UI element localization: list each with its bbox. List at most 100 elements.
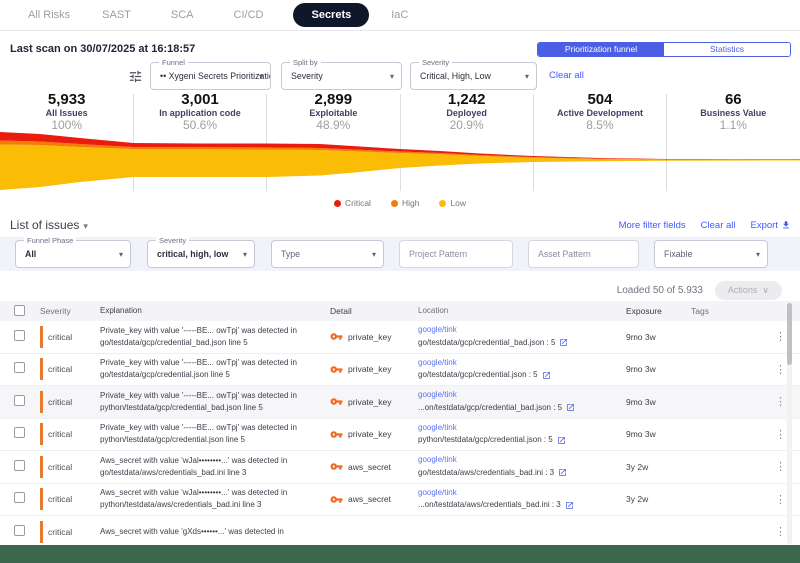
tab-all-risks[interactable]: All Risks (28, 9, 71, 21)
critical-dot-icon (333, 199, 341, 207)
external-link-icon[interactable] (557, 436, 566, 445)
external-link-icon[interactable] (559, 338, 568, 347)
loaded-count-text: Loaded 50 of 5.933 (616, 284, 703, 296)
column-exposure[interactable]: Exposure (626, 306, 662, 316)
row-menu-button[interactable]: ⋮ (775, 331, 786, 344)
external-link-icon[interactable] (566, 403, 575, 412)
column-severity[interactable]: Severity (40, 306, 71, 316)
row-checkbox[interactable] (14, 362, 25, 374)
column-detail[interactable]: Detail (330, 306, 352, 316)
stage-divider (666, 94, 667, 191)
repo-link[interactable]: google/tink (418, 357, 457, 367)
external-link-icon[interactable] (542, 371, 551, 380)
tab-sca[interactable]: SCA (170, 9, 194, 21)
statistics-toggle[interactable]: Statistics (664, 42, 790, 56)
clear-all-list-filters-link[interactable]: Clear all (700, 219, 736, 231)
funnel-phase-select[interactable]: Funnel Phase All ▾ (15, 236, 131, 268)
row-checkbox[interactable] (14, 524, 25, 536)
select-all-checkbox[interactable] (14, 304, 25, 316)
row-menu-button[interactable]: ⋮ (775, 363, 786, 376)
detail-cell: private_key (330, 395, 418, 408)
checkbox-cell (0, 393, 40, 411)
row-checkbox[interactable] (14, 329, 25, 341)
scrollbar-thumb[interactable] (787, 303, 792, 365)
table-row[interactable]: critical Aws_secret with value 'gXds••••… (0, 516, 800, 545)
severity-cell: critical (40, 520, 100, 543)
row-checkbox[interactable] (14, 459, 25, 471)
download-icon (783, 221, 789, 229)
table-row[interactable]: critical Private_key with value '-----BE… (0, 418, 800, 451)
severity-bar (40, 488, 43, 511)
chevron-down-icon: ▾ (258, 72, 263, 81)
more-filter-fields-link[interactable]: More filter fields (618, 219, 686, 231)
table-row[interactable]: critical Aws_secret with value 'wJal••••… (0, 451, 800, 484)
checkbox-cell (0, 360, 40, 378)
funnel-layer-low (0, 144, 800, 190)
split-by-select[interactable]: Split by Severity ▾ (281, 58, 402, 90)
detail-cell: aws_secret (330, 460, 418, 473)
severity-select[interactable]: Severity Critical, High, Low ▾ (410, 58, 537, 90)
row-checkbox[interactable] (14, 492, 25, 504)
funnel-phase-value: All (25, 249, 37, 259)
table-header: Severity Explanation Detail Location Exp… (0, 301, 800, 321)
repo-link[interactable]: google/tink (418, 390, 457, 400)
repo-link[interactable]: google/tink (418, 325, 457, 335)
row-menu-button[interactable]: ⋮ (775, 526, 786, 539)
external-link-icon[interactable] (565, 501, 574, 510)
row-menu-button[interactable]: ⋮ (775, 461, 786, 474)
detail-type-label: private_key (348, 429, 392, 440)
list-severity-select[interactable]: Severity critical, high, low ▾ (147, 236, 255, 268)
stat-business-value: 66 Business Value 1.1% (667, 92, 800, 132)
row-menu-button[interactable]: ⋮ (775, 493, 786, 506)
stat-pct: 20.9% (449, 118, 484, 132)
actions-button[interactable]: Actions ∨ (714, 280, 782, 300)
tab-secrets[interactable]: Secrets (293, 3, 370, 27)
table-row[interactable]: critical Aws_secret with value 'wJal••••… (0, 483, 800, 516)
prioritization-funnel-toggle[interactable]: Prioritization funnel (538, 42, 664, 56)
stat-active-development: 504 Active Development 8.5% (533, 92, 666, 132)
column-tags[interactable]: Tags (691, 306, 709, 316)
external-link-icon[interactable] (558, 468, 567, 477)
stat-exploitable: 2,899 Exploitable 48.9% (267, 92, 400, 132)
asset-pattern-input[interactable] (528, 240, 639, 268)
funnel-stats-row: 5,933 All Issues 100% 3,001 In applicati… (0, 92, 800, 132)
key-icon (330, 463, 343, 470)
repo-link[interactable]: google/tink (418, 455, 457, 465)
funnel-filter-row: Funnel •• Xygeni Secrets Prioritization … (0, 58, 800, 93)
explanation-text: Aws_secret with value 'wJal••••••••...' … (100, 455, 288, 477)
severity-cell: critical (40, 423, 100, 446)
project-pattern-input[interactable] (399, 240, 513, 268)
table-row[interactable]: critical Private_key with value '-----BE… (0, 386, 800, 419)
exposure-text: 3y 2w (626, 494, 649, 505)
path-line: go/testdata/gcp/credential.json : 5 (418, 369, 626, 381)
list-of-issues-title[interactable]: List of issues ▾ (10, 218, 88, 232)
tab-sast[interactable]: SAST (102, 9, 131, 21)
funnel-select[interactable]: Funnel •• Xygeni Secrets Prioritization … (150, 58, 271, 90)
row-menu-button[interactable]: ⋮ (775, 396, 786, 409)
row-checkbox[interactable] (14, 394, 25, 406)
detail-cell: aws_secret (330, 493, 418, 506)
tab-iac[interactable]: IaC (391, 9, 409, 21)
repo-link[interactable]: google/tink (418, 487, 457, 497)
row-menu-button[interactable]: ⋮ (775, 428, 786, 441)
stat-pct: 100% (51, 118, 83, 132)
legend-low: Low (439, 198, 466, 208)
type-select[interactable]: Type ▾ (271, 240, 384, 268)
column-explanation[interactable]: Explanation (100, 306, 142, 315)
table-row[interactable]: critical Private_key with value '-----BE… (0, 353, 800, 386)
location-cell: google/tink ...on/testdata/aws/credentia… (418, 487, 626, 512)
tune-filters-icon[interactable] (128, 69, 143, 84)
key-icon (330, 398, 343, 405)
table-scrollbar[interactable] (787, 301, 792, 544)
clear-all-funnel-filters-link[interactable]: Clear all (549, 70, 584, 81)
path-line: python/testdata/gcp/credential.json : 5 (418, 434, 626, 446)
export-link[interactable]: Export (751, 220, 791, 231)
tab-cicd[interactable]: CI/CD (233, 9, 264, 21)
repo-link[interactable]: google/tink (418, 422, 457, 432)
fixable-select[interactable]: Fixable ▾ (654, 240, 768, 268)
row-checkbox[interactable] (14, 427, 25, 439)
column-location[interactable]: Location (418, 305, 449, 315)
table-row[interactable]: critical Private_key with value '-----BE… (0, 321, 800, 354)
exposure-text: 9mo 3w (626, 331, 656, 342)
severity-cell: critical (40, 325, 100, 348)
